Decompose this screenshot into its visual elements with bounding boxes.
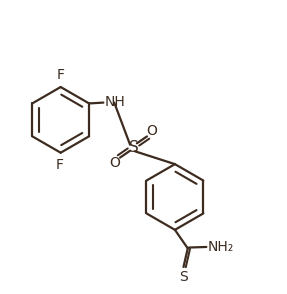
Text: O: O <box>147 124 158 138</box>
Text: NH₂: NH₂ <box>208 240 234 254</box>
Text: F: F <box>55 158 63 172</box>
Text: F: F <box>57 68 65 82</box>
Text: NH: NH <box>105 95 126 109</box>
Text: O: O <box>110 156 120 170</box>
Text: S: S <box>179 270 188 284</box>
Text: S: S <box>129 139 138 155</box>
